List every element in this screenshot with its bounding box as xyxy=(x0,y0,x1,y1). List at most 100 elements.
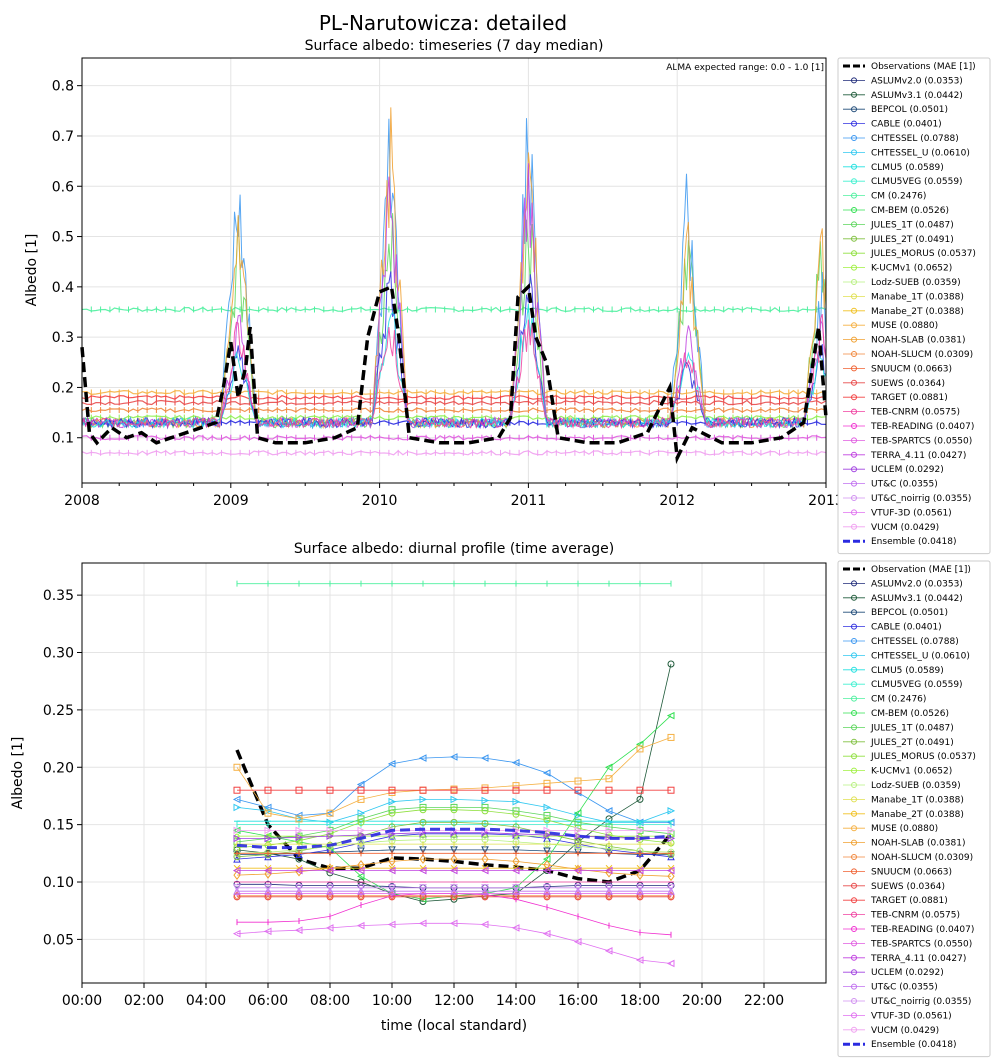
diurnal-marker xyxy=(543,847,551,856)
diurnal-legend-label: CHTESSEL_U (0.0610) xyxy=(871,651,970,661)
diurnal-title: Surface albedo: diurnal profile (time av… xyxy=(294,541,614,557)
diurnal-legend-marker xyxy=(851,954,857,961)
diurnal-series-snuucm-0-0663 xyxy=(234,850,674,857)
timeseries-legend-marker xyxy=(851,351,857,357)
diurnal-marker xyxy=(636,870,644,880)
diurnal-legend-marker xyxy=(851,609,857,616)
diurnal-legend-item: SNUUCM (0.0663) xyxy=(843,867,952,877)
timeseries-legend-item: ASLUMv3.1 (0.0442) xyxy=(843,91,963,101)
timeseries-series-teb-spartcs-0-0550 xyxy=(81,434,827,441)
diurnal-marker xyxy=(636,745,644,753)
diurnal-marker xyxy=(449,866,458,875)
diurnal-legend-marker xyxy=(851,666,857,673)
timeseries-legend-marker xyxy=(851,307,857,314)
timeseries-legend-label: CLMU5 (0.0589) xyxy=(871,163,944,173)
diurnal-marker xyxy=(232,929,241,938)
diurnal-marker xyxy=(418,895,427,904)
timeseries-legend-marker xyxy=(851,264,857,271)
diurnal-ylabel: Albedo [1] xyxy=(10,737,26,810)
timeseries-legend-label: ASLUMv3.1 (0.0442) xyxy=(871,91,963,101)
timeseries-legend-item: UT&C (0.0355) xyxy=(843,480,938,490)
diurnal-marker xyxy=(574,887,582,895)
diurnal-marker xyxy=(636,884,644,892)
diurnal-legend-label: TEB-SPARTCS (0.0550) xyxy=(870,939,972,949)
timeseries-legend-label: UCLEM (0.0292) xyxy=(871,465,944,475)
diurnal-marker xyxy=(356,872,365,881)
timeseries-legend-item: JULES_1T (0.0487) xyxy=(843,220,954,230)
diurnal-marker xyxy=(450,806,458,814)
timeseries-legend-marker xyxy=(851,480,857,487)
diurnal-marker xyxy=(450,887,458,895)
timeseries-legend-item: NOAH-SLUCM (0.0309) xyxy=(843,350,973,360)
diurnal-series-terra-4-11-0-0427 xyxy=(232,866,675,875)
diurnal-marker xyxy=(387,760,396,768)
diurnal-marker xyxy=(635,956,644,964)
diurnal-marker xyxy=(418,919,427,928)
diurnal-legend-marker xyxy=(851,695,857,702)
diurnal-marker xyxy=(512,782,520,790)
diurnal-legend-marker xyxy=(851,810,857,817)
timeseries-legend-marker xyxy=(851,91,857,98)
timeseries-x-tick-label: 2013 xyxy=(808,493,844,509)
diurnal-legend-marker xyxy=(851,594,857,601)
timeseries-legend-marker xyxy=(851,495,857,501)
diurnal-marker xyxy=(542,769,551,777)
timeseries-line xyxy=(81,314,827,430)
diurnal-legend-marker xyxy=(851,1026,857,1033)
diurnal-marker xyxy=(388,883,396,891)
diurnal-legend-label: Manabe_1T (0.0388) xyxy=(871,795,964,805)
diurnal-marker xyxy=(294,926,303,935)
diurnal-marker xyxy=(667,826,676,835)
timeseries-legend-item: JULES_MORUS (0.0537) xyxy=(843,249,976,259)
diurnal-legend-marker xyxy=(851,681,857,688)
diurnal-marker xyxy=(543,816,551,824)
timeseries-legend-marker xyxy=(851,77,857,84)
diurnal-marker xyxy=(574,832,583,840)
timeseries-x-tick-label: 2008 xyxy=(64,493,100,509)
diurnal-legend-label: JULES_1T (0.0487) xyxy=(870,723,954,733)
diurnal-marker xyxy=(295,826,304,835)
timeseries-observation-line xyxy=(80,283,828,465)
diurnal-line xyxy=(236,922,672,964)
diurnal-y-tick-label: 0.30 xyxy=(43,646,74,662)
diurnal-y-tick-label: 0.25 xyxy=(43,703,74,719)
timeseries-series-noah-slucm-0-0309 xyxy=(81,407,827,414)
diurnal-legend-item: UT&C (0.0355) xyxy=(843,983,938,993)
diurnal-legend: Observation (MAE [1]) ASLUMv2.0 (0.0353) A… xyxy=(837,560,991,1058)
diurnal-xlabel: time (local standard) xyxy=(381,1018,527,1034)
diurnal-marker xyxy=(419,818,427,826)
diurnal-marker xyxy=(233,870,241,880)
timeseries-legend-label: NOAH-SLAB (0.0381) xyxy=(871,336,965,346)
diurnal-legend-marker xyxy=(851,724,857,731)
timeseries-legend-label: CABLE (0.0401) xyxy=(871,120,942,130)
timeseries-legend-label: CM (0.2476) xyxy=(871,192,926,202)
timeseries-legend-item: VUCM (0.0429) xyxy=(843,523,939,533)
timeseries-legend-label: JULES_2T (0.0491) xyxy=(870,235,954,245)
diurnal-legend-item: CABLE (0.0401) xyxy=(843,623,942,633)
diurnal-marker xyxy=(511,758,520,767)
diurnal-marker xyxy=(605,826,614,835)
timeseries-legend-item: CHTESSEL (0.0788) xyxy=(843,134,959,144)
timeseries-legend-marker xyxy=(851,106,857,113)
diurnal-legend-item: TEB-READING (0.0407) xyxy=(843,925,974,935)
diurnal-marker xyxy=(295,833,304,842)
timeseries-legend-label: TEB-CNRM (0.0575) xyxy=(870,408,960,418)
diurnal-marker xyxy=(543,811,551,819)
timeseries-legend-marker xyxy=(851,322,857,329)
diurnal-legend-label: CHTESSEL (0.0788) xyxy=(871,637,959,647)
timeseries-legend-item: Lodz-SUEB (0.0359) xyxy=(843,278,961,288)
diurnal-legend-marker xyxy=(851,623,857,630)
timeseries-legend-item: CHTESSEL_U (0.0610) xyxy=(843,148,970,158)
diurnal-legend-label: VUCM (0.0429) xyxy=(871,1026,939,1036)
diurnal-marker xyxy=(481,796,490,805)
diurnal-legend-marker xyxy=(851,825,857,832)
timeseries-legend-marker xyxy=(851,408,857,415)
timeseries-legend-marker xyxy=(851,178,857,185)
diurnal-legend-marker xyxy=(851,1012,857,1019)
diurnal-marker xyxy=(667,733,675,741)
diurnal-marker xyxy=(418,866,427,875)
timeseries-legend-label: TEB-SPARTCS (0.0550) xyxy=(870,436,972,446)
diurnal-x-tick-label: 04:00 xyxy=(186,993,226,1009)
diurnal-legend-label: CLMU5VEG (0.0559) xyxy=(871,680,963,690)
diurnal-line xyxy=(236,737,672,820)
